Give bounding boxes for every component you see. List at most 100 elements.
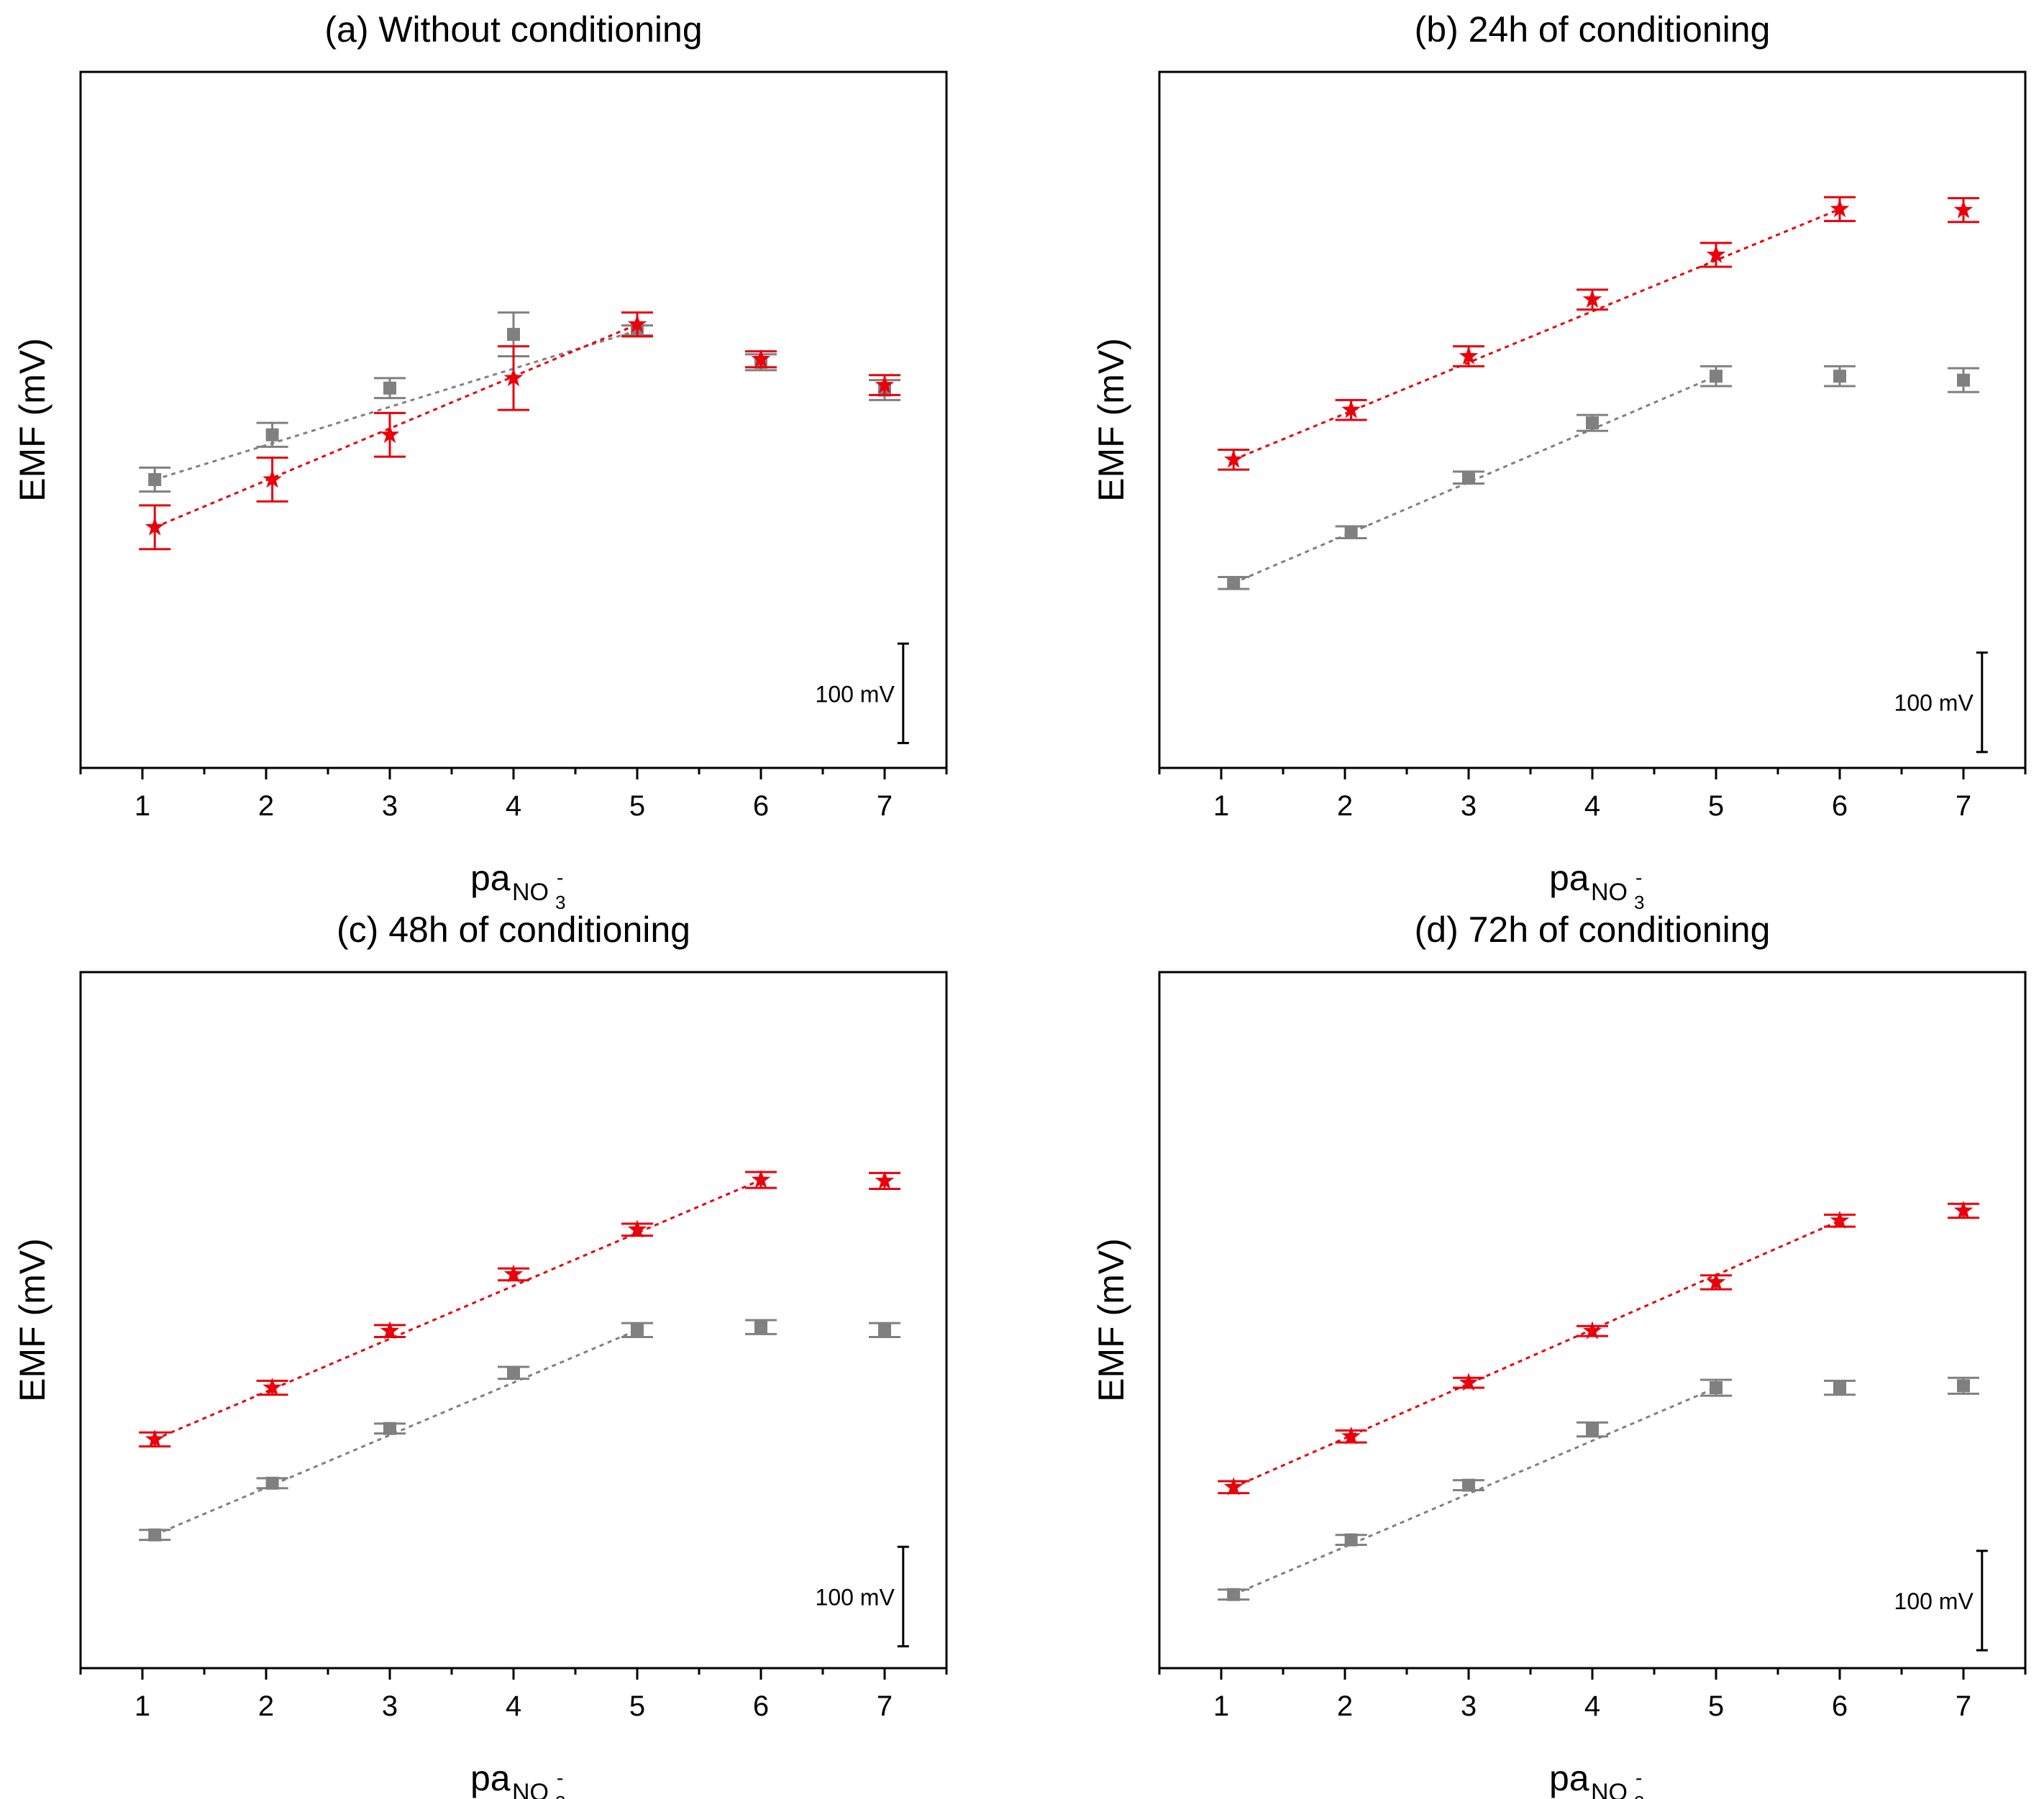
marker-square — [148, 472, 162, 486]
data-point — [374, 1422, 406, 1435]
marker-star — [1953, 1200, 1974, 1219]
x-axis-label-superscript: - — [557, 866, 563, 889]
marker-star — [1830, 198, 1850, 218]
data-point — [1948, 197, 1979, 224]
series-red — [139, 311, 900, 551]
data-point — [256, 457, 288, 503]
marker-star — [380, 1321, 400, 1340]
series-gray — [139, 1319, 900, 1542]
marker-square — [1462, 1478, 1475, 1492]
x-tick-label: 4 — [1584, 1690, 1600, 1722]
chart-title: (a) Without conditioning — [324, 9, 702, 50]
marker-star — [263, 1378, 282, 1396]
marker-square — [1710, 370, 1723, 383]
marker-star — [1223, 449, 1244, 468]
chart-panel-c: (c) 48h of conditioning 1 2 3 4 5 6 7 EMF (mV) pa… — [12, 910, 948, 1799]
marker-star — [751, 1170, 771, 1189]
fit-line — [1233, 1219, 1840, 1488]
data-point — [1335, 1533, 1367, 1547]
data-point — [374, 1321, 406, 1340]
marker-square — [1344, 1533, 1358, 1547]
marker-square — [1462, 471, 1475, 485]
marker-square — [383, 1422, 396, 1435]
marker-square — [1227, 1588, 1241, 1601]
marker-star — [1341, 400, 1361, 418]
data-point — [498, 1365, 529, 1381]
marker-star — [145, 517, 165, 536]
marker-square — [1344, 526, 1358, 539]
series-red — [1218, 1200, 1979, 1496]
data-point — [498, 1264, 529, 1283]
data-point — [869, 1322, 900, 1339]
marker-star — [1830, 1210, 1850, 1229]
x-axis-label-subscript: NO — [512, 1779, 549, 1799]
marker-star — [1223, 1477, 1244, 1496]
x-axis-label-superscript: - — [1635, 866, 1642, 889]
marker-star — [875, 1171, 895, 1189]
marker-square — [148, 1528, 162, 1542]
data-point — [1453, 1478, 1484, 1492]
data-point — [374, 377, 406, 400]
marker-square — [265, 428, 279, 441]
marker-star — [627, 314, 647, 333]
x-tick-label: 4 — [1584, 790, 1600, 822]
data-point — [869, 374, 900, 396]
data-point — [1577, 288, 1608, 311]
x-axis-label-subscript: NO — [1591, 879, 1628, 906]
marker-star — [380, 424, 400, 444]
data-point — [621, 1322, 653, 1339]
data-point — [139, 1429, 171, 1448]
fit-line — [154, 323, 638, 528]
data-point — [256, 1476, 288, 1490]
data-point — [1948, 1376, 1979, 1395]
x-axis-label-superscript: - — [1635, 1767, 1642, 1789]
data-point — [1824, 196, 1856, 222]
marker-star — [1459, 1373, 1479, 1391]
series-gray — [1218, 1376, 1979, 1601]
data-point — [256, 421, 288, 448]
chart-panel-b: (b) 24h of conditioning 1 2 3 4 5 6 7 EMF (mV) pa… — [1091, 9, 2027, 913]
data-point — [498, 345, 529, 411]
data-point — [745, 349, 777, 369]
data-point — [1824, 1379, 1856, 1396]
data-point — [1700, 1272, 1732, 1291]
scale-bar-label: 100 mV — [816, 681, 895, 707]
marker-square — [1957, 1379, 1970, 1393]
marker-square — [1586, 1423, 1599, 1437]
marker-star — [751, 349, 771, 367]
x-axis-label-subscript-index: 3 — [1634, 1792, 1644, 1799]
marker-star — [503, 367, 524, 387]
x-tick-label: 1 — [134, 790, 150, 822]
x-tick-label: 7 — [877, 790, 893, 822]
marker-star — [263, 470, 282, 488]
marker-square — [754, 1320, 767, 1334]
marker-square — [1833, 370, 1846, 383]
x-axis-label-subscript: NO — [1591, 1779, 1628, 1799]
data-point — [1577, 1421, 1608, 1438]
data-point — [1453, 470, 1484, 485]
data-point — [869, 1171, 900, 1190]
data-point — [1218, 448, 1250, 471]
data-point — [1824, 365, 1856, 388]
x-tick-label: 4 — [506, 1690, 521, 1722]
marker-star — [627, 1219, 647, 1238]
data-point — [1453, 345, 1484, 367]
x-tick-label: 6 — [1832, 790, 1848, 822]
chart-title: (b) 24h of conditioning — [1415, 9, 1771, 50]
marker-square — [265, 1476, 279, 1490]
data-point — [1335, 525, 1367, 540]
marker-square — [1710, 1381, 1723, 1395]
data-point — [1824, 1210, 1856, 1229]
data-point — [256, 1378, 288, 1396]
fit-line — [154, 1178, 762, 1441]
data-point — [1577, 1321, 1608, 1340]
x-axis-label: pa — [1549, 858, 1589, 898]
x-tick-label: 3 — [1461, 1690, 1477, 1722]
marker-square — [507, 1366, 520, 1380]
data-point — [745, 1170, 777, 1189]
chart-title: (c) 48h of conditioning — [337, 910, 690, 950]
marker-star — [145, 1429, 165, 1448]
series-gray — [1218, 365, 1979, 590]
data-point — [1700, 242, 1732, 268]
x-tick-label: 1 — [134, 1690, 150, 1722]
